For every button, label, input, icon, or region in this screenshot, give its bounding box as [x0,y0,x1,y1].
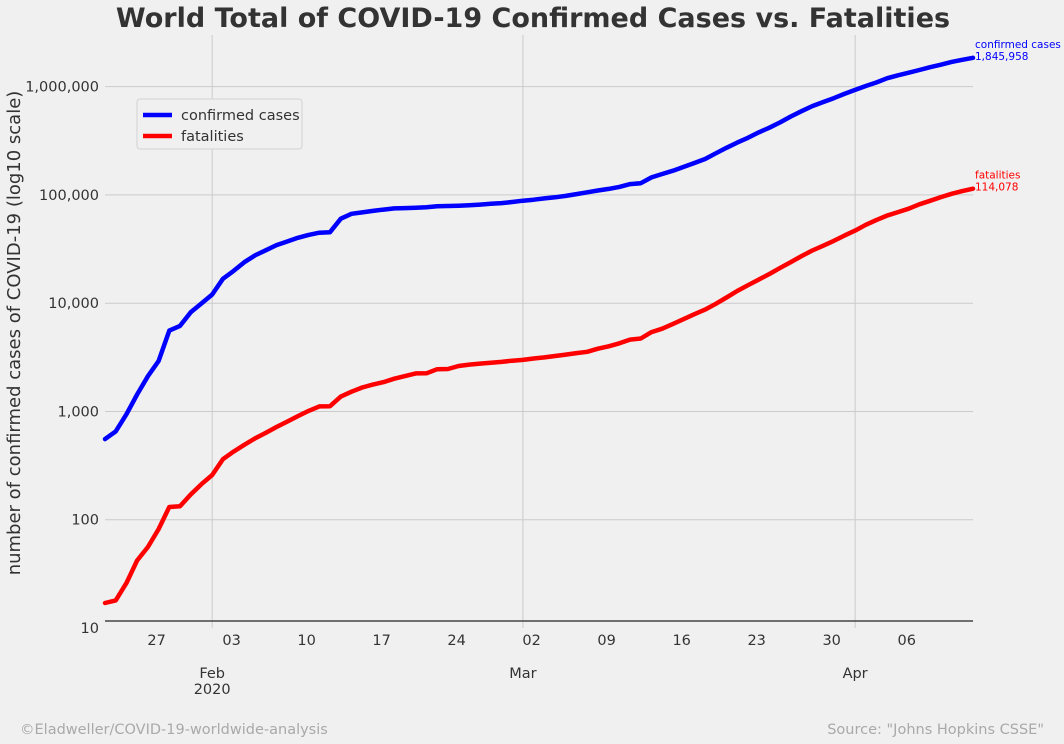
footer-credit: ©Eladweller/COVID-19-worldwide-analysis [20,722,328,738]
x-minor-tick-label: 06 [897,633,915,649]
y-tick-label: 100,000 [39,188,99,204]
y-tick-label: 10,000 [48,296,99,312]
x-minor-tick-label: 27 [147,633,165,649]
y-tick-label: 1,000 [57,404,99,420]
legend-entry: fatalities [181,129,244,145]
x-minor-tick-label: 30 [822,633,840,649]
x-minor-tick-label: 16 [672,633,690,649]
series-line-fatalities [102,186,976,606]
y-tick-label: 10 [81,621,99,637]
x-major-tick-label: Feb [199,666,225,682]
end-label-name: confirmed cases [975,39,1061,51]
end-label-value: 1,845,958 [975,51,1028,63]
legend: confirmed cases fatalities [136,98,303,150]
chart-title: World Total of COVID-19 Confirmed Cases … [116,3,950,34]
x-major-tick-sublabel: 2020 [194,682,231,698]
y-axis-label: number of confirmed cases of COVID-19 (l… [4,91,25,576]
y-gridlines [105,86,973,521]
end-label-name: fatalities [975,170,1020,182]
legend-box [136,98,303,150]
x-minor-tick-label: 23 [747,633,765,649]
x-gridlines [211,35,856,628]
y-tick-label: 1,000,000 [25,80,99,96]
y-axis: 10 100 1,000 10,000 100,000 1,000,000 [25,80,973,637]
legend-entry: confirmed cases [181,108,300,124]
x-minor-tick-label: 24 [447,633,465,649]
end-label-value: 114,078 [975,182,1018,194]
x-minor-tick-label: 02 [522,633,540,649]
x-minor-tick-label: 10 [297,633,315,649]
series-line-confirmed-cases [102,55,976,442]
y-tick-label: 100 [71,513,99,529]
footer-source: Source: "Johns Hopkins CSSE" [827,722,1044,738]
x-minor-tick-label: 09 [597,633,615,649]
x-minor-tick-label: 17 [372,633,390,649]
series-lines [102,55,976,606]
x-minor-tick-label: 03 [222,633,240,649]
x-major-tick-label: Apr [843,666,868,682]
x-major-tick-label: Mar [509,666,536,682]
